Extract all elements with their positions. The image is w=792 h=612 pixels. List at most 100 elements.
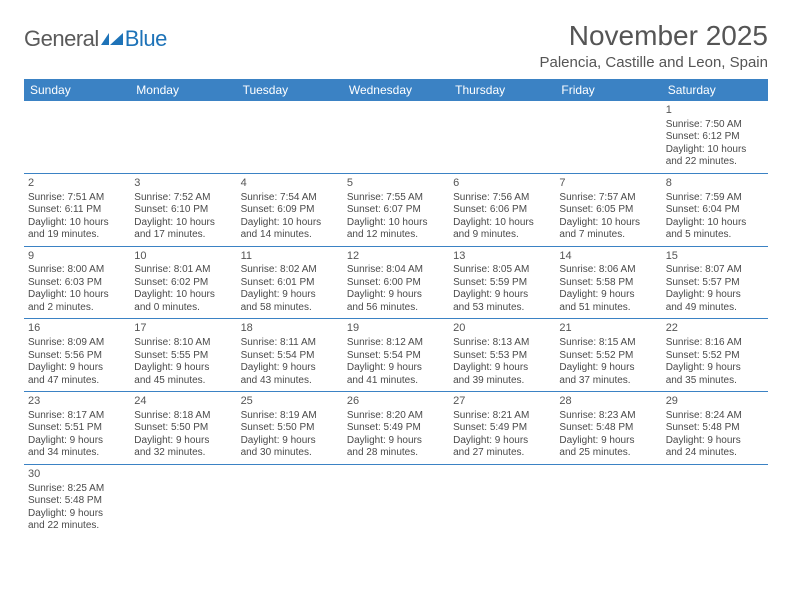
day-info-line: Sunset: 6:02 PM <box>134 277 232 290</box>
day-number: 3 <box>134 177 232 191</box>
day-number: 19 <box>347 322 445 336</box>
day-info-line: Sunrise: 8:02 AM <box>241 264 339 277</box>
day-info-line: and 51 minutes. <box>559 302 657 315</box>
calendar-day-cell: 18Sunrise: 8:11 AMSunset: 5:54 PMDayligh… <box>237 319 343 392</box>
day-info-line: and 28 minutes. <box>347 447 445 460</box>
day-info-line: Daylight: 9 hours <box>241 362 339 375</box>
day-info-line: Daylight: 10 hours <box>559 217 657 230</box>
calendar-day-cell: 3Sunrise: 7:52 AMSunset: 6:10 PMDaylight… <box>130 173 236 246</box>
calendar-week-row: 2Sunrise: 7:51 AMSunset: 6:11 PMDaylight… <box>24 173 768 246</box>
day-info-line: Sunset: 6:09 PM <box>241 204 339 217</box>
day-info-line: Sunrise: 8:00 AM <box>28 264 126 277</box>
day-info-line: Sunset: 6:06 PM <box>453 204 551 217</box>
day-number: 13 <box>453 250 551 264</box>
calendar-day-cell: 25Sunrise: 8:19 AMSunset: 5:50 PMDayligh… <box>237 392 343 465</box>
calendar-empty-cell <box>237 101 343 173</box>
day-info-line: Sunrise: 8:21 AM <box>453 410 551 423</box>
calendar-week-row: 16Sunrise: 8:09 AMSunset: 5:56 PMDayligh… <box>24 319 768 392</box>
day-info-line: Sunset: 5:58 PM <box>559 277 657 290</box>
day-info-line: and 30 minutes. <box>241 447 339 460</box>
day-info-line: Daylight: 9 hours <box>347 435 445 448</box>
day-number: 2 <box>28 177 126 191</box>
day-info-line: Daylight: 9 hours <box>347 362 445 375</box>
title-block: November 2025 Palencia, Castille and Leo… <box>540 20 769 71</box>
day-number: 24 <box>134 395 232 409</box>
calendar-table: SundayMondayTuesdayWednesdayThursdayFrid… <box>24 79 768 537</box>
calendar-day-cell: 13Sunrise: 8:05 AMSunset: 5:59 PMDayligh… <box>449 246 555 319</box>
day-info-line: Sunset: 5:50 PM <box>134 422 232 435</box>
day-info-line: Sunrise: 8:23 AM <box>559 410 657 423</box>
day-info-line: Sunrise: 8:16 AM <box>666 337 764 350</box>
header: General Blue November 2025 Palencia, Cas… <box>24 20 768 71</box>
day-info-line: Sunset: 5:51 PM <box>28 422 126 435</box>
logo-text-general: General <box>24 26 99 52</box>
calendar-day-cell: 14Sunrise: 8:06 AMSunset: 5:58 PMDayligh… <box>555 246 661 319</box>
calendar-day-cell: 24Sunrise: 8:18 AMSunset: 5:50 PMDayligh… <box>130 392 236 465</box>
day-info-line: Sunset: 5:50 PM <box>241 422 339 435</box>
day-info-line: Sunrise: 8:10 AM <box>134 337 232 350</box>
day-info-line: Sunset: 6:04 PM <box>666 204 764 217</box>
calendar-day-cell: 15Sunrise: 8:07 AMSunset: 5:57 PMDayligh… <box>662 246 768 319</box>
calendar-week-row: 23Sunrise: 8:17 AMSunset: 5:51 PMDayligh… <box>24 392 768 465</box>
day-number: 15 <box>666 250 764 264</box>
day-info-line: Sunrise: 8:18 AM <box>134 410 232 423</box>
day-info-line: and 14 minutes. <box>241 229 339 242</box>
day-info-line: and 25 minutes. <box>559 447 657 460</box>
day-info-line: Daylight: 9 hours <box>559 289 657 302</box>
day-info-line: and 17 minutes. <box>134 229 232 242</box>
day-info-line: Daylight: 10 hours <box>666 144 764 157</box>
calendar-empty-cell <box>449 464 555 536</box>
calendar-day-cell: 26Sunrise: 8:20 AMSunset: 5:49 PMDayligh… <box>343 392 449 465</box>
day-info-line: and 19 minutes. <box>28 229 126 242</box>
day-number: 26 <box>347 395 445 409</box>
day-info-line: Sunrise: 8:12 AM <box>347 337 445 350</box>
day-info-line: Daylight: 9 hours <box>559 362 657 375</box>
calendar-day-cell: 23Sunrise: 8:17 AMSunset: 5:51 PMDayligh… <box>24 392 130 465</box>
day-number: 4 <box>241 177 339 191</box>
calendar-day-cell: 16Sunrise: 8:09 AMSunset: 5:56 PMDayligh… <box>24 319 130 392</box>
day-info-line: Sunrise: 8:05 AM <box>453 264 551 277</box>
calendar-empty-cell <box>130 101 236 173</box>
day-info-line: and 0 minutes. <box>134 302 232 315</box>
month-title: November 2025 <box>540 20 769 52</box>
calendar-day-cell: 11Sunrise: 8:02 AMSunset: 6:01 PMDayligh… <box>237 246 343 319</box>
day-number: 12 <box>347 250 445 264</box>
day-info-line: and 22 minutes. <box>666 156 764 169</box>
day-info-line: Daylight: 10 hours <box>134 217 232 230</box>
day-number: 5 <box>347 177 445 191</box>
day-info-line: and 35 minutes. <box>666 375 764 388</box>
day-number: 16 <box>28 322 126 336</box>
calendar-day-cell: 6Sunrise: 7:56 AMSunset: 6:06 PMDaylight… <box>449 173 555 246</box>
calendar-day-cell: 12Sunrise: 8:04 AMSunset: 6:00 PMDayligh… <box>343 246 449 319</box>
day-info-line: Daylight: 9 hours <box>134 362 232 375</box>
day-info-line: Sunrise: 7:50 AM <box>666 119 764 132</box>
calendar-day-cell: 27Sunrise: 8:21 AMSunset: 5:49 PMDayligh… <box>449 392 555 465</box>
day-number: 14 <box>559 250 657 264</box>
calendar-day-cell: 8Sunrise: 7:59 AMSunset: 6:04 PMDaylight… <box>662 173 768 246</box>
day-number: 25 <box>241 395 339 409</box>
day-info-line: Sunset: 5:48 PM <box>28 495 126 508</box>
day-info-line: Sunset: 6:00 PM <box>347 277 445 290</box>
calendar-empty-cell <box>24 101 130 173</box>
day-info-line: Sunrise: 8:13 AM <box>453 337 551 350</box>
logo-flag-icon <box>101 31 125 47</box>
calendar-empty-cell <box>343 464 449 536</box>
day-number: 23 <box>28 395 126 409</box>
weekday-header: Sunday <box>24 79 130 101</box>
day-info-line: Daylight: 9 hours <box>241 289 339 302</box>
day-info-line: and 49 minutes. <box>666 302 764 315</box>
logo-text-blue: Blue <box>125 26 167 52</box>
day-info-line: Daylight: 9 hours <box>453 362 551 375</box>
day-number: 28 <box>559 395 657 409</box>
day-info-line: Daylight: 10 hours <box>453 217 551 230</box>
day-info-line: and 9 minutes. <box>453 229 551 242</box>
day-number: 17 <box>134 322 232 336</box>
calendar-day-cell: 4Sunrise: 7:54 AMSunset: 6:09 PMDaylight… <box>237 173 343 246</box>
day-info-line: Sunset: 5:55 PM <box>134 350 232 363</box>
day-info-line: Daylight: 10 hours <box>347 217 445 230</box>
calendar-week-row: 1Sunrise: 7:50 AMSunset: 6:12 PMDaylight… <box>24 101 768 173</box>
day-info-line: Sunrise: 8:07 AM <box>666 264 764 277</box>
day-number: 27 <box>453 395 551 409</box>
day-info-line: Daylight: 10 hours <box>241 217 339 230</box>
calendar-day-cell: 10Sunrise: 8:01 AMSunset: 6:02 PMDayligh… <box>130 246 236 319</box>
